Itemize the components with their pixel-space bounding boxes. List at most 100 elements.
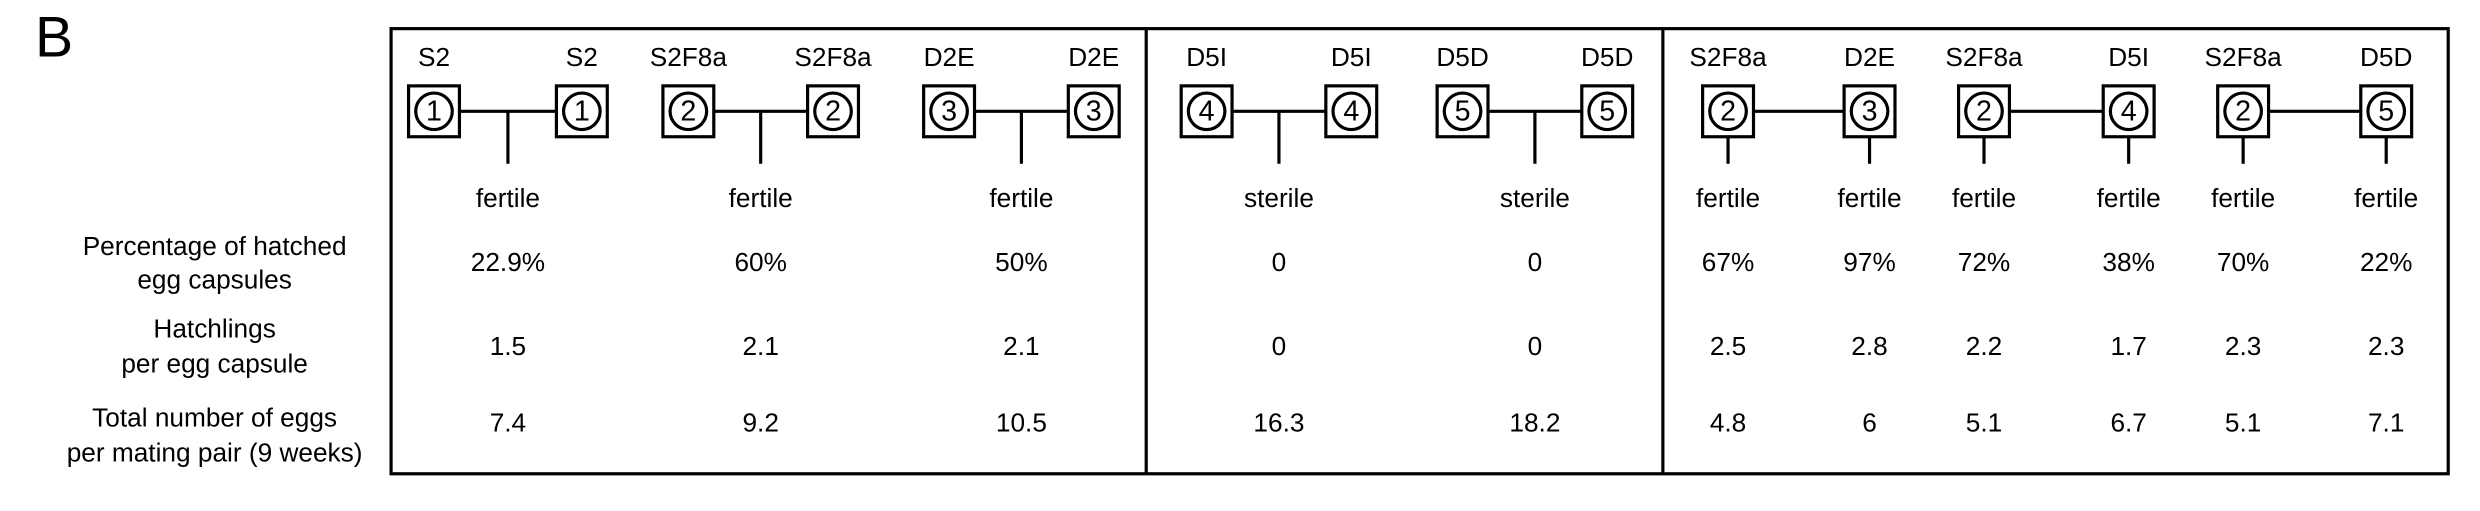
individual-name: D5D: [1581, 42, 1633, 72]
cell-value: 2.3: [2225, 331, 2261, 361]
individual-name: D5I: [1186, 42, 1227, 72]
cell-value: 22.9%: [471, 247, 545, 277]
individual-number: 3: [941, 95, 957, 127]
cell-value: 5.1: [2225, 407, 2261, 437]
individual-number: 2: [1720, 95, 1736, 127]
individual-name: D5I: [1331, 42, 1372, 72]
cell-value: 16.3: [1253, 407, 1304, 437]
cell-value: 2.3: [2368, 331, 2404, 361]
individual-name: S2F8a: [1945, 42, 2023, 72]
cell-value: 22%: [2360, 247, 2412, 277]
row-label: egg capsules: [137, 264, 292, 294]
cell-value: 38%: [2102, 247, 2154, 277]
row-label: Total number of eggs: [92, 403, 337, 433]
individual-number: 2: [1976, 95, 1992, 127]
cell-value: 0: [1528, 331, 1543, 361]
individual-number: 1: [574, 95, 590, 127]
individual-name: D5I: [2108, 42, 2149, 72]
individual-circle: [561, 91, 602, 132]
individual-name: D5D: [1436, 42, 1488, 72]
cell-value: 10.5: [996, 407, 1047, 437]
individual-circle: [1964, 91, 2004, 132]
cell-value: 97%: [1843, 247, 1895, 277]
individual-circle: [813, 91, 853, 132]
cell-value: 1.7: [2110, 331, 2146, 361]
cell-value: 0: [1272, 247, 1287, 277]
cell-value: 5.1: [1966, 407, 2002, 437]
individual-number: 3: [1862, 95, 1878, 127]
individual-circle: [1587, 91, 1628, 132]
individual-circle: [2223, 91, 2263, 132]
individual-number: 5: [2378, 95, 2394, 127]
row-label: per egg capsule: [121, 349, 308, 379]
individual-name: D2E: [924, 42, 975, 72]
individual-circle: [1331, 91, 1372, 132]
table-frame: [389, 27, 2450, 476]
individual-circle: [1708, 91, 1748, 132]
cell-value: 7.1: [2368, 407, 2404, 437]
cell-value: 50%: [995, 247, 1047, 277]
individual-circle: [929, 91, 969, 132]
individual-name: S2: [418, 42, 450, 72]
individual-name: S2F8a: [1689, 42, 1767, 72]
individual-number: 4: [1343, 95, 1359, 127]
individual-box: [1580, 84, 1635, 139]
cell-value: 9.2: [742, 407, 778, 437]
individual-number: 4: [1199, 95, 1215, 127]
cell-value: 0: [1528, 247, 1543, 277]
individual-circle: [668, 91, 709, 132]
row-label: Hatchlings: [153, 314, 275, 344]
cell-value: 2.5: [1710, 331, 1746, 361]
individual-circle: [1073, 91, 1114, 132]
fertility: sterile: [1244, 183, 1314, 213]
fertility: fertile: [1696, 183, 1760, 213]
individual-circle: [1186, 91, 1227, 132]
cell-value: 2.8: [1851, 331, 1887, 361]
individual-name: S2: [566, 42, 598, 72]
individual-name: S2F8a: [2205, 42, 2283, 72]
cell-value: 4.8: [1710, 407, 1746, 437]
panel-label: B: [35, 5, 73, 69]
individual-name: D2E: [1068, 42, 1119, 72]
cell-value: 60%: [734, 247, 786, 277]
cell-value: 7.4: [490, 407, 526, 437]
fertility: fertile: [2211, 183, 2275, 213]
fertility: fertile: [476, 183, 540, 213]
fertility: fertile: [2354, 183, 2418, 213]
individual-number: 3: [1086, 95, 1102, 127]
fertility: fertile: [989, 183, 1053, 213]
individual-number: 2: [680, 95, 696, 127]
individual-name: S2F8a: [650, 42, 728, 72]
individual-number: 5: [1455, 95, 1471, 127]
fertility: fertile: [1837, 183, 1901, 213]
individual-number: 5: [1599, 95, 1615, 127]
fertility: fertile: [729, 183, 793, 213]
individual-name: D2E: [1844, 42, 1895, 72]
cell-value: 70%: [2217, 247, 2269, 277]
fertility: sterile: [1500, 183, 1570, 213]
cell-value: 18.2: [1509, 407, 1560, 437]
individual-circle: [1442, 91, 1483, 132]
individual-name: D5D: [2360, 42, 2412, 72]
cell-value: 6: [1862, 407, 1877, 437]
row-label: per mating pair (9 weeks): [67, 438, 363, 468]
fertility: fertile: [2097, 183, 2161, 213]
individual-circle: [414, 91, 454, 132]
cell-value: 72%: [1958, 247, 2010, 277]
individual-number: 2: [2235, 95, 2251, 127]
cell-value: 0: [1272, 331, 1287, 361]
cell-value: 2.2: [1966, 331, 2002, 361]
row-label: Percentage of hatched: [83, 231, 347, 261]
individual-number: 1: [426, 95, 442, 127]
individual-number: 4: [2121, 95, 2137, 127]
individual-circle: [2108, 91, 2149, 132]
individual-circle: [1849, 91, 1890, 132]
individual-name: S2F8a: [794, 42, 872, 72]
individual-circle: [2366, 91, 2407, 132]
cell-value: 1.5: [490, 331, 526, 361]
cell-value: 6.7: [2110, 407, 2146, 437]
individual-number: 2: [825, 95, 841, 127]
fertility: fertile: [1952, 183, 2016, 213]
cell-value: 67%: [1702, 247, 1754, 277]
